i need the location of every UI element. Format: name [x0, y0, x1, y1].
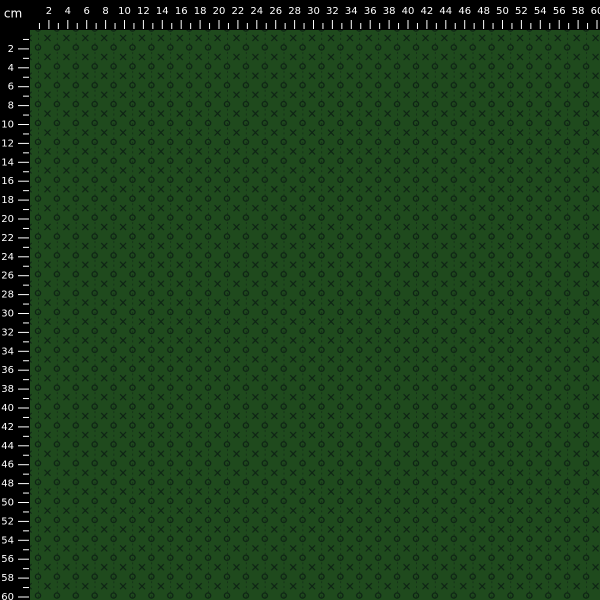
- top-ruler-label: 12: [137, 6, 150, 17]
- top-ruler-label: 8: [102, 6, 108, 17]
- left-ruler-label: 12: [1, 138, 14, 149]
- top-ruler-label: 54: [534, 6, 547, 17]
- left-ruler-label: 36: [1, 365, 14, 376]
- top-ruler-label: 2: [46, 6, 52, 17]
- top-ruler-label: 14: [156, 6, 169, 17]
- left-ruler-label: 8: [8, 101, 14, 112]
- top-ruler-label: 40: [402, 6, 415, 17]
- top-ruler-label: 48: [477, 6, 490, 17]
- top-ruler-label: 30: [307, 6, 320, 17]
- left-ruler-label: 52: [1, 516, 14, 527]
- top-ruler-label: 34: [345, 6, 358, 17]
- top-ruler-label: 38: [383, 6, 396, 17]
- left-ruler-label: 16: [1, 176, 14, 187]
- left-ruler-label: 14: [1, 157, 14, 168]
- top-ruler-label: 20: [213, 6, 226, 17]
- unit-label: cm: [4, 7, 22, 21]
- top-ruler-label: 44: [439, 6, 452, 17]
- left-ruler-label: 10: [1, 120, 14, 131]
- left-ruler-label: 2: [8, 44, 14, 55]
- left-ruler-label: 6: [8, 82, 14, 93]
- top-ruler-label: 24: [250, 6, 263, 17]
- rulers: 2 4 6 8 10 12 14 16 18 20 22 24 26 28 30 32 34 36 38 40 42 44…: [1, 6, 600, 600]
- left-ruler-label: 26: [1, 271, 14, 282]
- top-ruler-label: 16: [175, 6, 188, 17]
- left-ruler-label: 60: [1, 592, 14, 600]
- left-ruler-label: 42: [1, 422, 14, 433]
- top-ruler-label: 28: [288, 6, 301, 17]
- top-ruler-label: 56: [553, 6, 566, 17]
- left-ruler-label: 46: [1, 460, 14, 471]
- fabric-pattern: [30, 30, 600, 600]
- top-ruler-label: 58: [572, 6, 585, 17]
- top-ruler-label: 32: [326, 6, 339, 17]
- top-ruler-label: 6: [84, 6, 90, 17]
- left-ruler-label: 56: [1, 554, 14, 565]
- left-ruler-label: 34: [1, 346, 14, 357]
- top-ruler-label: 52: [515, 6, 528, 17]
- left-ruler-label: 20: [1, 214, 14, 225]
- left-ruler-label: 28: [1, 290, 14, 301]
- top-ruler-label: 46: [458, 6, 471, 17]
- top-ruler-label: 18: [194, 6, 207, 17]
- left-ruler-label: 18: [1, 195, 14, 206]
- top-ruler-label: 42: [421, 6, 434, 17]
- left-ruler-label: 54: [1, 535, 14, 546]
- left-ruler-label: 24: [1, 252, 14, 263]
- top-ruler-label: 36: [364, 6, 377, 17]
- left-ruler-label: 58: [1, 573, 14, 584]
- left-ruler-label: 30: [1, 309, 14, 320]
- left-ruler-label: 40: [1, 403, 14, 414]
- left-ruler-label: 48: [1, 479, 14, 490]
- left-ruler-label: 22: [1, 233, 14, 244]
- left-ruler-label: 38: [1, 384, 14, 395]
- top-ruler-label: 26: [269, 6, 282, 17]
- top-ruler-label: 50: [496, 6, 509, 17]
- left-ruler-label: 4: [8, 63, 14, 74]
- left-ruler-label: 50: [1, 498, 14, 509]
- left-ruler-label: 44: [1, 441, 14, 452]
- top-ruler-label: 4: [65, 6, 71, 17]
- left-ruler-label: 32: [1, 327, 14, 338]
- top-ruler-label: 60: [591, 6, 600, 17]
- top-ruler-label: 10: [118, 6, 131, 17]
- top-ruler-label: 22: [232, 6, 245, 17]
